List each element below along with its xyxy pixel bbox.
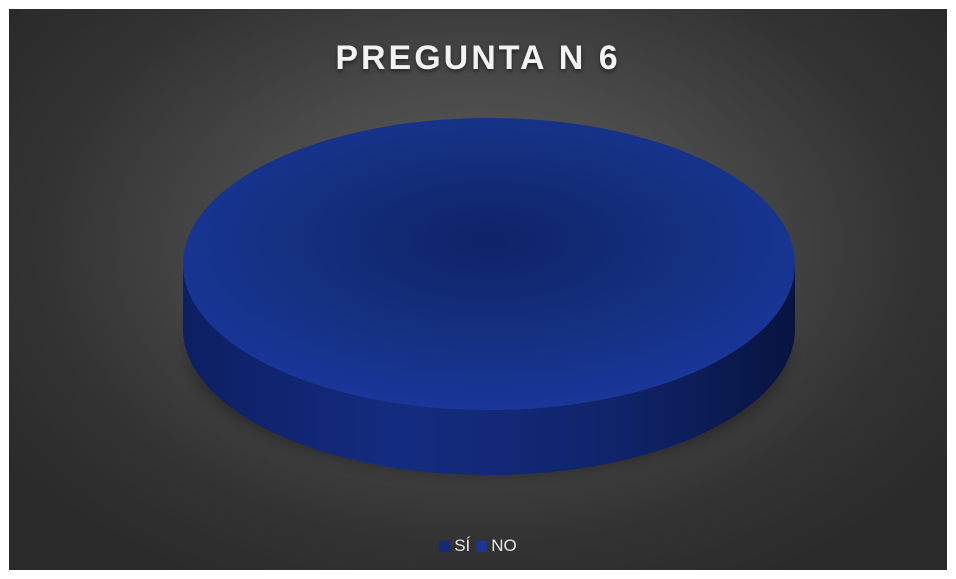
legend-label-no: NO — [491, 536, 517, 555]
pie-slice-side-no — [183, 264, 795, 475]
legend-swatch-si — [439, 540, 451, 552]
pie-chart — [183, 118, 795, 475]
legend-label-si: SÍ — [454, 536, 471, 555]
legend-item-si: SÍ — [439, 536, 470, 556]
chart-title: PREGUNTA N 6 — [335, 39, 621, 77]
legend-item-no: NO — [476, 536, 517, 556]
chart-area: PREGUNTA N 6 SÍ — [9, 9, 947, 570]
pie-slice-no — [183, 118, 795, 410]
legend: SÍ NO — [9, 536, 947, 556]
legend-swatch-no — [476, 540, 488, 552]
